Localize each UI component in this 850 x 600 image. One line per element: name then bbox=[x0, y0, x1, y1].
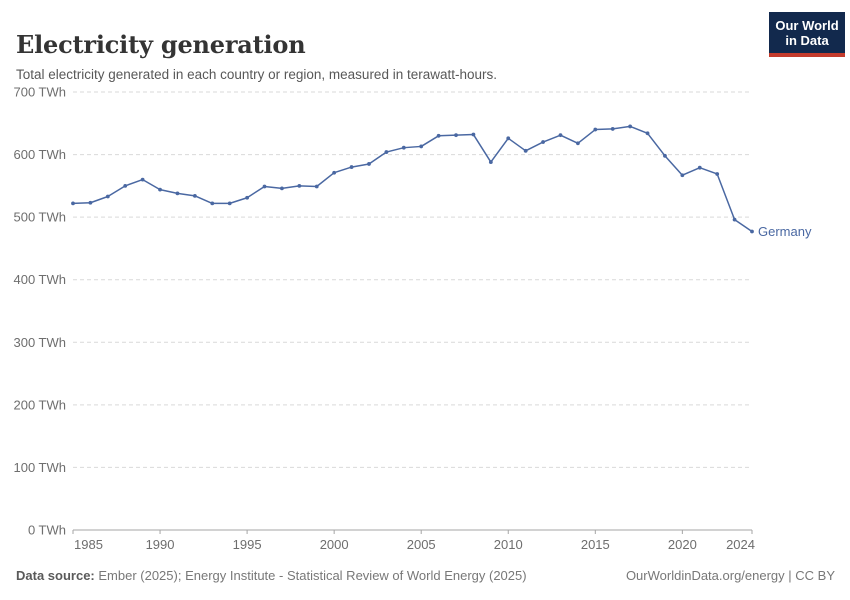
x-tick-label: 2010 bbox=[494, 537, 523, 552]
page-title: Electricity generation bbox=[16, 30, 306, 60]
data-point[interactable] bbox=[628, 124, 633, 129]
data-point[interactable] bbox=[367, 162, 371, 166]
data-point[interactable] bbox=[262, 184, 267, 189]
x-tick-label: 2000 bbox=[320, 537, 349, 552]
owid-logo[interactable]: Our World in Data bbox=[769, 12, 845, 57]
data-point[interactable] bbox=[506, 136, 511, 141]
y-tick-label: 600 TWh bbox=[13, 147, 66, 162]
data-point[interactable] bbox=[88, 200, 93, 205]
data-source-text: Ember (2025); Energy Institute - Statist… bbox=[94, 568, 527, 583]
data-point[interactable] bbox=[314, 184, 319, 189]
data-point[interactable] bbox=[175, 191, 180, 196]
x-tick-label: 2005 bbox=[407, 537, 436, 552]
data-point[interactable] bbox=[680, 173, 685, 178]
data-point[interactable] bbox=[123, 183, 128, 188]
data-point[interactable] bbox=[558, 133, 563, 138]
data-point[interactable] bbox=[297, 183, 302, 188]
data-point[interactable] bbox=[140, 177, 145, 182]
data-point[interactable] bbox=[454, 133, 458, 138]
y-tick-label: 700 TWh bbox=[13, 85, 66, 100]
data-point[interactable] bbox=[192, 193, 197, 198]
data-point[interactable] bbox=[610, 127, 615, 131]
x-tick-label: 2020 bbox=[668, 537, 697, 552]
data-point[interactable] bbox=[750, 229, 754, 234]
x-tick-label: 2015 bbox=[581, 537, 610, 552]
x-tick-label: 1990 bbox=[146, 537, 175, 552]
data-point[interactable] bbox=[593, 127, 598, 132]
data-point[interactable] bbox=[523, 148, 528, 153]
data-point[interactable] bbox=[436, 133, 441, 138]
series-label[interactable]: Germany bbox=[758, 224, 812, 239]
data-point[interactable] bbox=[401, 145, 406, 150]
data-point[interactable] bbox=[575, 141, 580, 146]
data-point[interactable] bbox=[663, 153, 667, 158]
chart-subtitle: Total electricity generated in each coun… bbox=[16, 66, 497, 82]
data-point[interactable] bbox=[645, 131, 650, 136]
data-point[interactable] bbox=[488, 160, 493, 164]
data-point[interactable] bbox=[280, 186, 284, 191]
data-source-note: Data source: Ember (2025); Energy Instit… bbox=[16, 568, 527, 583]
y-tick-label: 200 TWh bbox=[13, 397, 66, 412]
y-tick-label: 500 TWh bbox=[13, 210, 66, 225]
y-tick-label: 0 TWh bbox=[28, 523, 66, 538]
data-point[interactable] bbox=[227, 201, 232, 206]
data-point[interactable] bbox=[71, 201, 75, 206]
y-tick-label: 300 TWh bbox=[13, 335, 66, 350]
data-point[interactable] bbox=[245, 195, 250, 200]
data-point[interactable] bbox=[349, 165, 354, 169]
x-tick-label: 2024 bbox=[726, 537, 755, 552]
data-point[interactable] bbox=[697, 165, 702, 170]
data-source-label: Data source: bbox=[16, 568, 95, 583]
data-point[interactable] bbox=[732, 217, 737, 222]
data-point[interactable] bbox=[384, 150, 389, 154]
data-point[interactable] bbox=[471, 132, 476, 137]
data-point[interactable] bbox=[105, 194, 110, 199]
x-tick-label: 1995 bbox=[233, 537, 262, 552]
data-point[interactable] bbox=[158, 187, 162, 192]
data-point[interactable] bbox=[210, 201, 215, 206]
owid-logo-line2: in Data bbox=[785, 32, 829, 48]
germany-line[interactable] bbox=[72, 125, 753, 233]
y-tick-label: 400 TWh bbox=[13, 272, 66, 287]
data-point[interactable] bbox=[332, 170, 337, 175]
data-point[interactable] bbox=[419, 144, 424, 149]
x-tick-label: 1985 bbox=[74, 537, 103, 552]
data-point[interactable] bbox=[541, 140, 545, 144]
y-tick-label: 100 TWh bbox=[13, 460, 66, 475]
owid-logo-line1: Our World bbox=[775, 17, 839, 33]
owid-url-license[interactable]: OurWorldinData.org/energy | CC BY bbox=[625, 568, 835, 583]
data-point[interactable] bbox=[715, 172, 720, 176]
